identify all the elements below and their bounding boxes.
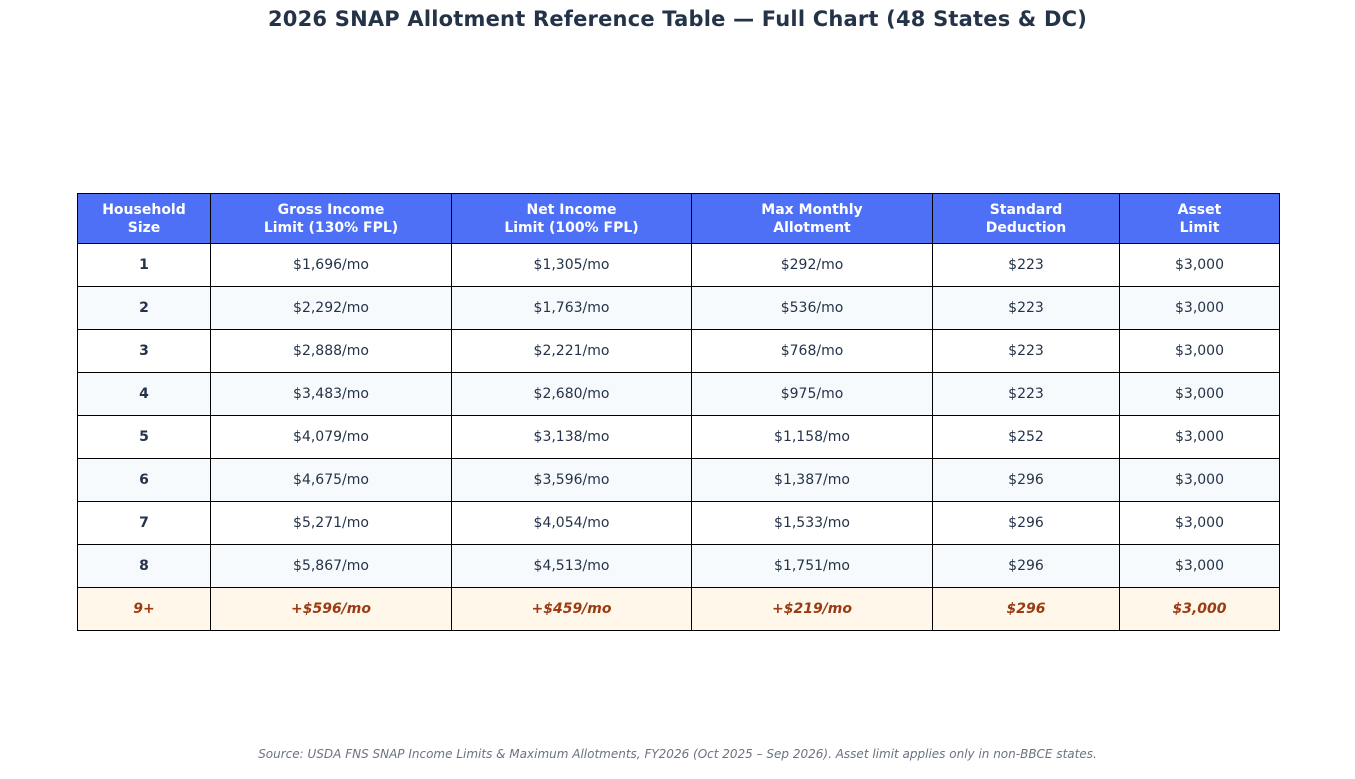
table-row: 1 $1,696/mo $1,305/mo $292/mo $223 $3,00…	[77, 243, 1280, 287]
cell-household-size: 5	[77, 415, 211, 459]
snap-allotment-table: Household Size Gross Income Limit (130% FP…	[77, 193, 1280, 631]
cell-gross-income: $4,675/mo	[210, 458, 452, 502]
cell-gross-income: $2,292/mo	[210, 286, 452, 330]
table-header-row: Household Size Gross Income Limit (130% FP…	[77, 193, 1280, 244]
header-max-monthly-allotment: Max Monthly Allotment	[691, 193, 933, 244]
cell-standard-deduction: $296	[932, 501, 1120, 545]
cell-household-size: 2	[77, 286, 211, 330]
cell-gross-income: $5,867/mo	[210, 544, 452, 588]
table-row: 6 $4,675/mo $3,596/mo $1,387/mo $296 $3,…	[77, 458, 1280, 502]
cell-standard-deduction: $296	[932, 544, 1120, 588]
header-household-size: Household Size	[77, 193, 211, 244]
cell-max-allotment: $536/mo	[691, 286, 933, 330]
cell-asset-limit: $3,000	[1119, 286, 1280, 330]
cell-max-allotment: $1,387/mo	[691, 458, 933, 502]
cell-standard-deduction: $223	[932, 329, 1120, 373]
header-gross-income-limit: Gross Income Limit (130% FPL)	[210, 193, 452, 244]
cell-household-size: 9+	[77, 587, 211, 631]
cell-max-allotment: +$219/mo	[691, 587, 933, 631]
cell-household-size: 6	[77, 458, 211, 502]
cell-gross-income: $5,271/mo	[210, 501, 452, 545]
cell-max-allotment: $1,751/mo	[691, 544, 933, 588]
source-note: Source: USDA FNS SNAP Income Limits & Ma…	[258, 747, 1097, 761]
chart-title: 2026 SNAP Allotment Reference Table — Fu…	[268, 7, 1087, 31]
cell-net-income: +$459/mo	[451, 587, 692, 631]
cell-household-size: 8	[77, 544, 211, 588]
cell-net-income: $3,138/mo	[451, 415, 692, 459]
table-row-additional-member: 9+ +$596/mo +$459/mo +$219/mo $296 $3,00…	[77, 587, 1280, 631]
table-row: 5 $4,079/mo $3,138/mo $1,158/mo $252 $3,…	[77, 415, 1280, 459]
cell-household-size: 1	[77, 243, 211, 287]
cell-standard-deduction: $296	[932, 587, 1120, 631]
cell-asset-limit: $3,000	[1119, 501, 1280, 545]
cell-net-income: $2,221/mo	[451, 329, 692, 373]
cell-net-income: $1,305/mo	[451, 243, 692, 287]
cell-net-income: $4,054/mo	[451, 501, 692, 545]
cell-gross-income: $2,888/mo	[210, 329, 452, 373]
cell-max-allotment: $1,533/mo	[691, 501, 933, 545]
cell-gross-income: $4,079/mo	[210, 415, 452, 459]
cell-standard-deduction: $223	[932, 372, 1120, 416]
cell-net-income: $1,763/mo	[451, 286, 692, 330]
table-row: 3 $2,888/mo $2,221/mo $768/mo $223 $3,00…	[77, 329, 1280, 373]
cell-asset-limit: $3,000	[1119, 458, 1280, 502]
cell-net-income: $4,513/mo	[451, 544, 692, 588]
cell-asset-limit: $3,000	[1119, 415, 1280, 459]
table-row: 4 $3,483/mo $2,680/mo $975/mo $223 $3,00…	[77, 372, 1280, 416]
cell-standard-deduction: $223	[932, 286, 1120, 330]
cell-asset-limit: $3,000	[1119, 372, 1280, 416]
header-asset-limit: Asset Limit	[1119, 193, 1280, 244]
cell-household-size: 7	[77, 501, 211, 545]
cell-standard-deduction: $252	[932, 415, 1120, 459]
cell-net-income: $2,680/mo	[451, 372, 692, 416]
cell-standard-deduction: $223	[932, 243, 1120, 287]
cell-max-allotment: $768/mo	[691, 329, 933, 373]
cell-household-size: 3	[77, 329, 211, 373]
cell-max-allotment: $1,158/mo	[691, 415, 933, 459]
cell-net-income: $3,596/mo	[451, 458, 692, 502]
table-row: 7 $5,271/mo $4,054/mo $1,533/mo $296 $3,…	[77, 501, 1280, 545]
table-row: 2 $2,292/mo $1,763/mo $536/mo $223 $3,00…	[77, 286, 1280, 330]
cell-asset-limit: $3,000	[1119, 544, 1280, 588]
cell-gross-income: $1,696/mo	[210, 243, 452, 287]
cell-asset-limit: $3,000	[1119, 243, 1280, 287]
cell-asset-limit: $3,000	[1119, 587, 1280, 631]
cell-gross-income: $3,483/mo	[210, 372, 452, 416]
header-net-income-limit: Net Income Limit (100% FPL)	[451, 193, 692, 244]
table-row: 8 $5,867/mo $4,513/mo $1,751/mo $296 $3,…	[77, 544, 1280, 588]
cell-max-allotment: $975/mo	[691, 372, 933, 416]
cell-asset-limit: $3,000	[1119, 329, 1280, 373]
cell-max-allotment: $292/mo	[691, 243, 933, 287]
header-standard-deduction: Standard Deduction	[932, 193, 1120, 244]
cell-standard-deduction: $296	[932, 458, 1120, 502]
cell-gross-income: +$596/mo	[210, 587, 452, 631]
cell-household-size: 4	[77, 372, 211, 416]
